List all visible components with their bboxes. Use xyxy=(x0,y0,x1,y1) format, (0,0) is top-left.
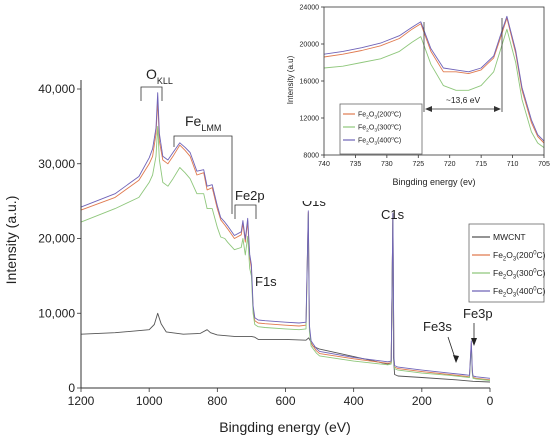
annotation-fe2p: Fe2p xyxy=(234,188,265,219)
main-x-tick-label: 400 xyxy=(344,394,364,408)
inset-y-tick-label: 24000 xyxy=(300,4,320,11)
inset-x-tick-label: 725 xyxy=(412,161,424,168)
main-x-tick-label: 600 xyxy=(275,394,295,408)
inset-x-tick-label: 710 xyxy=(507,161,519,168)
main-x-tick-label: 1000 xyxy=(136,394,163,408)
inset-y-axis-label: Intensity (a.u) xyxy=(286,55,295,104)
main-legend-label: Fe2O3(2000C) xyxy=(493,250,546,263)
main-x-axis-label: Bingding energy (eV) xyxy=(219,419,351,435)
inset-x-tick-label: 705 xyxy=(538,161,550,168)
main-y-ticks: 0 10,000 20,000 30,000 40,000 xyxy=(38,82,81,395)
annotation-okll-main: O xyxy=(146,66,157,82)
inset-x-tick-label: 740 xyxy=(318,161,330,168)
main-x-tick-label: 200 xyxy=(412,394,432,408)
main-series-line-3 xyxy=(80,92,491,379)
inset-x-tick-label: 730 xyxy=(381,161,393,168)
main-y-tick-label: 20,000 xyxy=(38,232,75,246)
inset-legend-label: Fe2O3(300oC) xyxy=(358,124,401,134)
inset-x-tick-label: 715 xyxy=(475,161,487,168)
annotation-okll-sub: KLL xyxy=(157,76,173,86)
main-x-tick-label: 1200 xyxy=(68,394,95,408)
inset-y-ticks: 8000 12000 16000 20000 24000 xyxy=(300,4,324,159)
main-series-group xyxy=(80,92,491,383)
annotation-fe2p-label: Fe2p xyxy=(235,188,265,203)
annotation-fe3s-label: Fe3s xyxy=(423,319,452,334)
main-x-ticks: 1200 1000 800 600 400 200 0 xyxy=(68,388,494,408)
inset-legend-label: Fe2O3(400oC) xyxy=(358,137,401,147)
main-y-axis-label: Intensity (a.u.) xyxy=(3,196,19,285)
main-chart: 1200 1000 800 600 400 200 0 0 10,000 20,000 30,00… xyxy=(3,66,546,435)
main-y-tick-label: 30,000 xyxy=(38,157,75,171)
inset-series-line-2 xyxy=(323,15,545,142)
main-x-tick-label: 800 xyxy=(207,394,227,408)
annotation-felmm-main: Fe xyxy=(185,113,202,129)
main-y-tick-label: 40,000 xyxy=(38,82,75,96)
main-legend-label: MWCNT xyxy=(493,232,526,242)
inset-x-tick-label: 720 xyxy=(444,161,456,168)
inset-chart: 740 735 730 725 720 715 710 705 8000 12000 16000 2… xyxy=(286,1,550,201)
svg-text:FeLMM: FeLMM xyxy=(185,113,221,133)
main-y-tick-label: 10,000 xyxy=(38,306,75,320)
annotation-okll: OKLL xyxy=(140,66,173,101)
main-series-line-2 xyxy=(80,125,491,381)
inset-x-tick-label: 735 xyxy=(350,161,362,168)
inset-y-tick-label: 12000 xyxy=(300,115,320,122)
main-legend: MWCNT Fe2O3(2000C) Fe2O3(3000C) Fe2O3(4000C… xyxy=(468,223,546,303)
annotation-c1s: C1s xyxy=(381,207,405,222)
annotation-felmm-sub: LMM xyxy=(201,123,221,133)
main-x-tick-label: 0 xyxy=(487,394,494,408)
annotation-fe3p: Fe3p xyxy=(463,306,493,346)
main-legend-label: Fe2O3(4000C) xyxy=(493,286,546,299)
annotation-fe3p-label: Fe3p xyxy=(463,306,493,321)
main-series-line-0 xyxy=(80,213,491,383)
inset-legend-label: Fe2O3(200oC) xyxy=(358,111,401,121)
inset-series-group xyxy=(323,15,545,148)
inset-splitting-annotation: ~13,6 eV xyxy=(423,18,503,112)
annotation-felmm: FeLMM xyxy=(173,113,233,214)
main-legend-label: Fe2O3(3000C) xyxy=(493,268,546,281)
inset-series-line-0 xyxy=(323,17,545,144)
inset-series-line-1 xyxy=(323,28,545,148)
svg-text:OKLL: OKLL xyxy=(146,66,173,86)
annotation-fe3s: Fe3s xyxy=(423,319,459,363)
inset-y-tick-label: 8000 xyxy=(303,152,319,159)
inset-splitting-label: ~13,6 eV xyxy=(446,95,481,105)
inset-y-tick-label: 16000 xyxy=(300,78,320,85)
inset-x-axis-label: Bingding energy (ev) xyxy=(392,177,475,187)
main-y-tick-label: 0 xyxy=(68,381,75,395)
inset-legend: Fe2O3(200oC) Fe2O3(300oC) Fe2O3(400oC) xyxy=(339,103,423,155)
inset-x-ticks: 740 735 730 725 720 715 710 705 xyxy=(318,155,550,168)
inset-y-tick-label: 20000 xyxy=(300,41,320,48)
annotation-f1s: F1s xyxy=(255,274,277,289)
